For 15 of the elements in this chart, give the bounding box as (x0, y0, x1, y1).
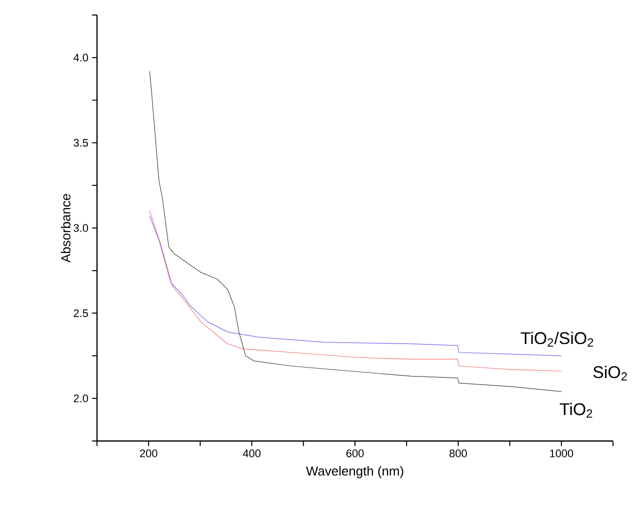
y-axis-title: Absorbance (60, 194, 70, 263)
series-label: TiO$_{2}$/SiO$_{2}$ (520, 332, 594, 347)
series-label: SiO$_{2}$ (593, 366, 627, 381)
y-tick-label: 3.5 (74, 138, 88, 147)
x-tick-label: 600 (346, 450, 364, 458)
y-tick-label: 2.5 (74, 309, 88, 318)
x-tick-label: 200 (140, 450, 158, 458)
x-tick-label: 1000 (550, 450, 574, 458)
series-label: TiO$_{2}$ (560, 402, 592, 418)
y-tick-label: 4.0 (74, 54, 88, 62)
x-tick-label: 800 (450, 450, 467, 458)
y-tick-label: 3.0 (74, 224, 88, 232)
y-tick-label: 2.0 (74, 394, 88, 402)
x-tick-label: 400 (242, 450, 261, 458)
x-axis-title: Wavelength (nm) (306, 466, 404, 478)
